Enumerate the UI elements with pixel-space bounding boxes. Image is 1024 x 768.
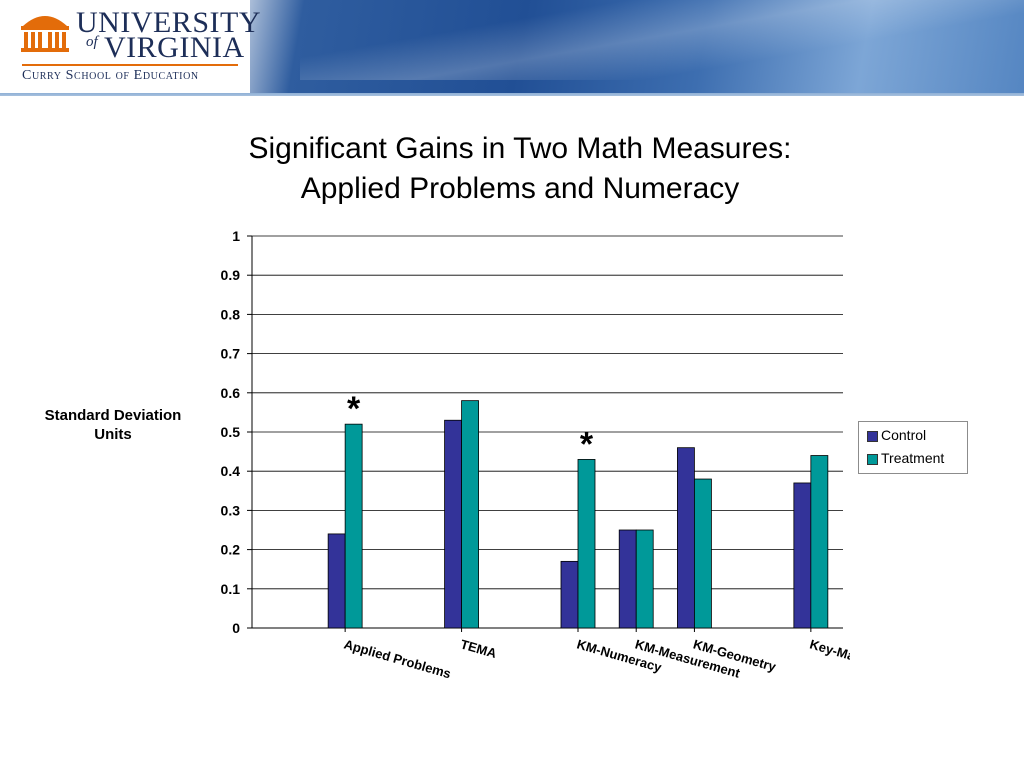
chart-legend: Control Treatment bbox=[858, 421, 968, 474]
wordmark-virginia: VIRGINIA bbox=[104, 31, 245, 64]
bar-treatment bbox=[635, 529, 654, 629]
bar-treatment bbox=[461, 400, 479, 629]
y-tick-label: 0.9 bbox=[221, 267, 241, 283]
significance-marker: * bbox=[347, 390, 361, 428]
header-banner: UNIVERSITY of VIRGINIA Curry School of E… bbox=[0, 0, 1024, 96]
bar-treatment bbox=[694, 478, 712, 629]
bar-treatment bbox=[344, 423, 363, 629]
wordmark-university: UNIVERSITY bbox=[76, 6, 261, 39]
banner-underline bbox=[0, 93, 1024, 96]
bar-control bbox=[618, 529, 637, 629]
legend-label-treatment: Treatment bbox=[881, 450, 945, 466]
legend-label-control: Control bbox=[881, 427, 927, 443]
banner-gradient-streak bbox=[300, 0, 1024, 80]
bar-control bbox=[560, 560, 579, 629]
rotunda-icon bbox=[21, 16, 69, 52]
logo-divider bbox=[22, 64, 238, 66]
y-tick-label: 0.6 bbox=[221, 385, 241, 401]
bar-control bbox=[677, 447, 695, 629]
y-tick-label: 0 bbox=[232, 620, 240, 636]
legend-swatch-control bbox=[867, 431, 878, 442]
y-tick-label: 0.1 bbox=[221, 581, 241, 597]
x-tick-label: TEMA bbox=[459, 636, 499, 661]
slide-title-line2: Applied Problems and Numeracy bbox=[300, 172, 740, 205]
legend-swatch-treatment bbox=[867, 454, 878, 465]
y-tick-label: 0.7 bbox=[221, 346, 241, 362]
school-name: Curry School of Education bbox=[22, 68, 199, 83]
y-tick-label: 0.4 bbox=[221, 463, 241, 479]
university-logo: UNIVERSITY of VIRGINIA Curry School of E… bbox=[0, 0, 261, 96]
bar-control bbox=[327, 533, 346, 629]
y-tick-label: 1 bbox=[232, 228, 240, 244]
y-tick-label: 0.5 bbox=[221, 424, 241, 440]
wordmark-of: of bbox=[86, 34, 98, 50]
bar-treatment bbox=[810, 455, 829, 629]
y-tick-label: 0.2 bbox=[221, 542, 241, 558]
bar-control bbox=[793, 482, 812, 629]
y-tick-label: 0.3 bbox=[221, 502, 241, 518]
y-tick-label: 0.8 bbox=[221, 306, 241, 322]
x-tick-label: Key-Math Composite bbox=[808, 636, 850, 686]
significance-marker: * bbox=[580, 425, 594, 463]
x-tick-label: Applied Problems bbox=[342, 636, 452, 681]
y-axis-label: Standard Deviation Units bbox=[44, 407, 182, 443]
bar-treatment bbox=[577, 459, 596, 629]
bar-chart: 0 0.1 0.2 0.3 0.4 0.5 0.6 0.7 0.8 0.9 1 * Applied Pr… bbox=[221, 228, 850, 687]
bar-control bbox=[444, 419, 462, 629]
slide-title-line1: Significant Gains in Two Math Measures: bbox=[248, 132, 792, 165]
